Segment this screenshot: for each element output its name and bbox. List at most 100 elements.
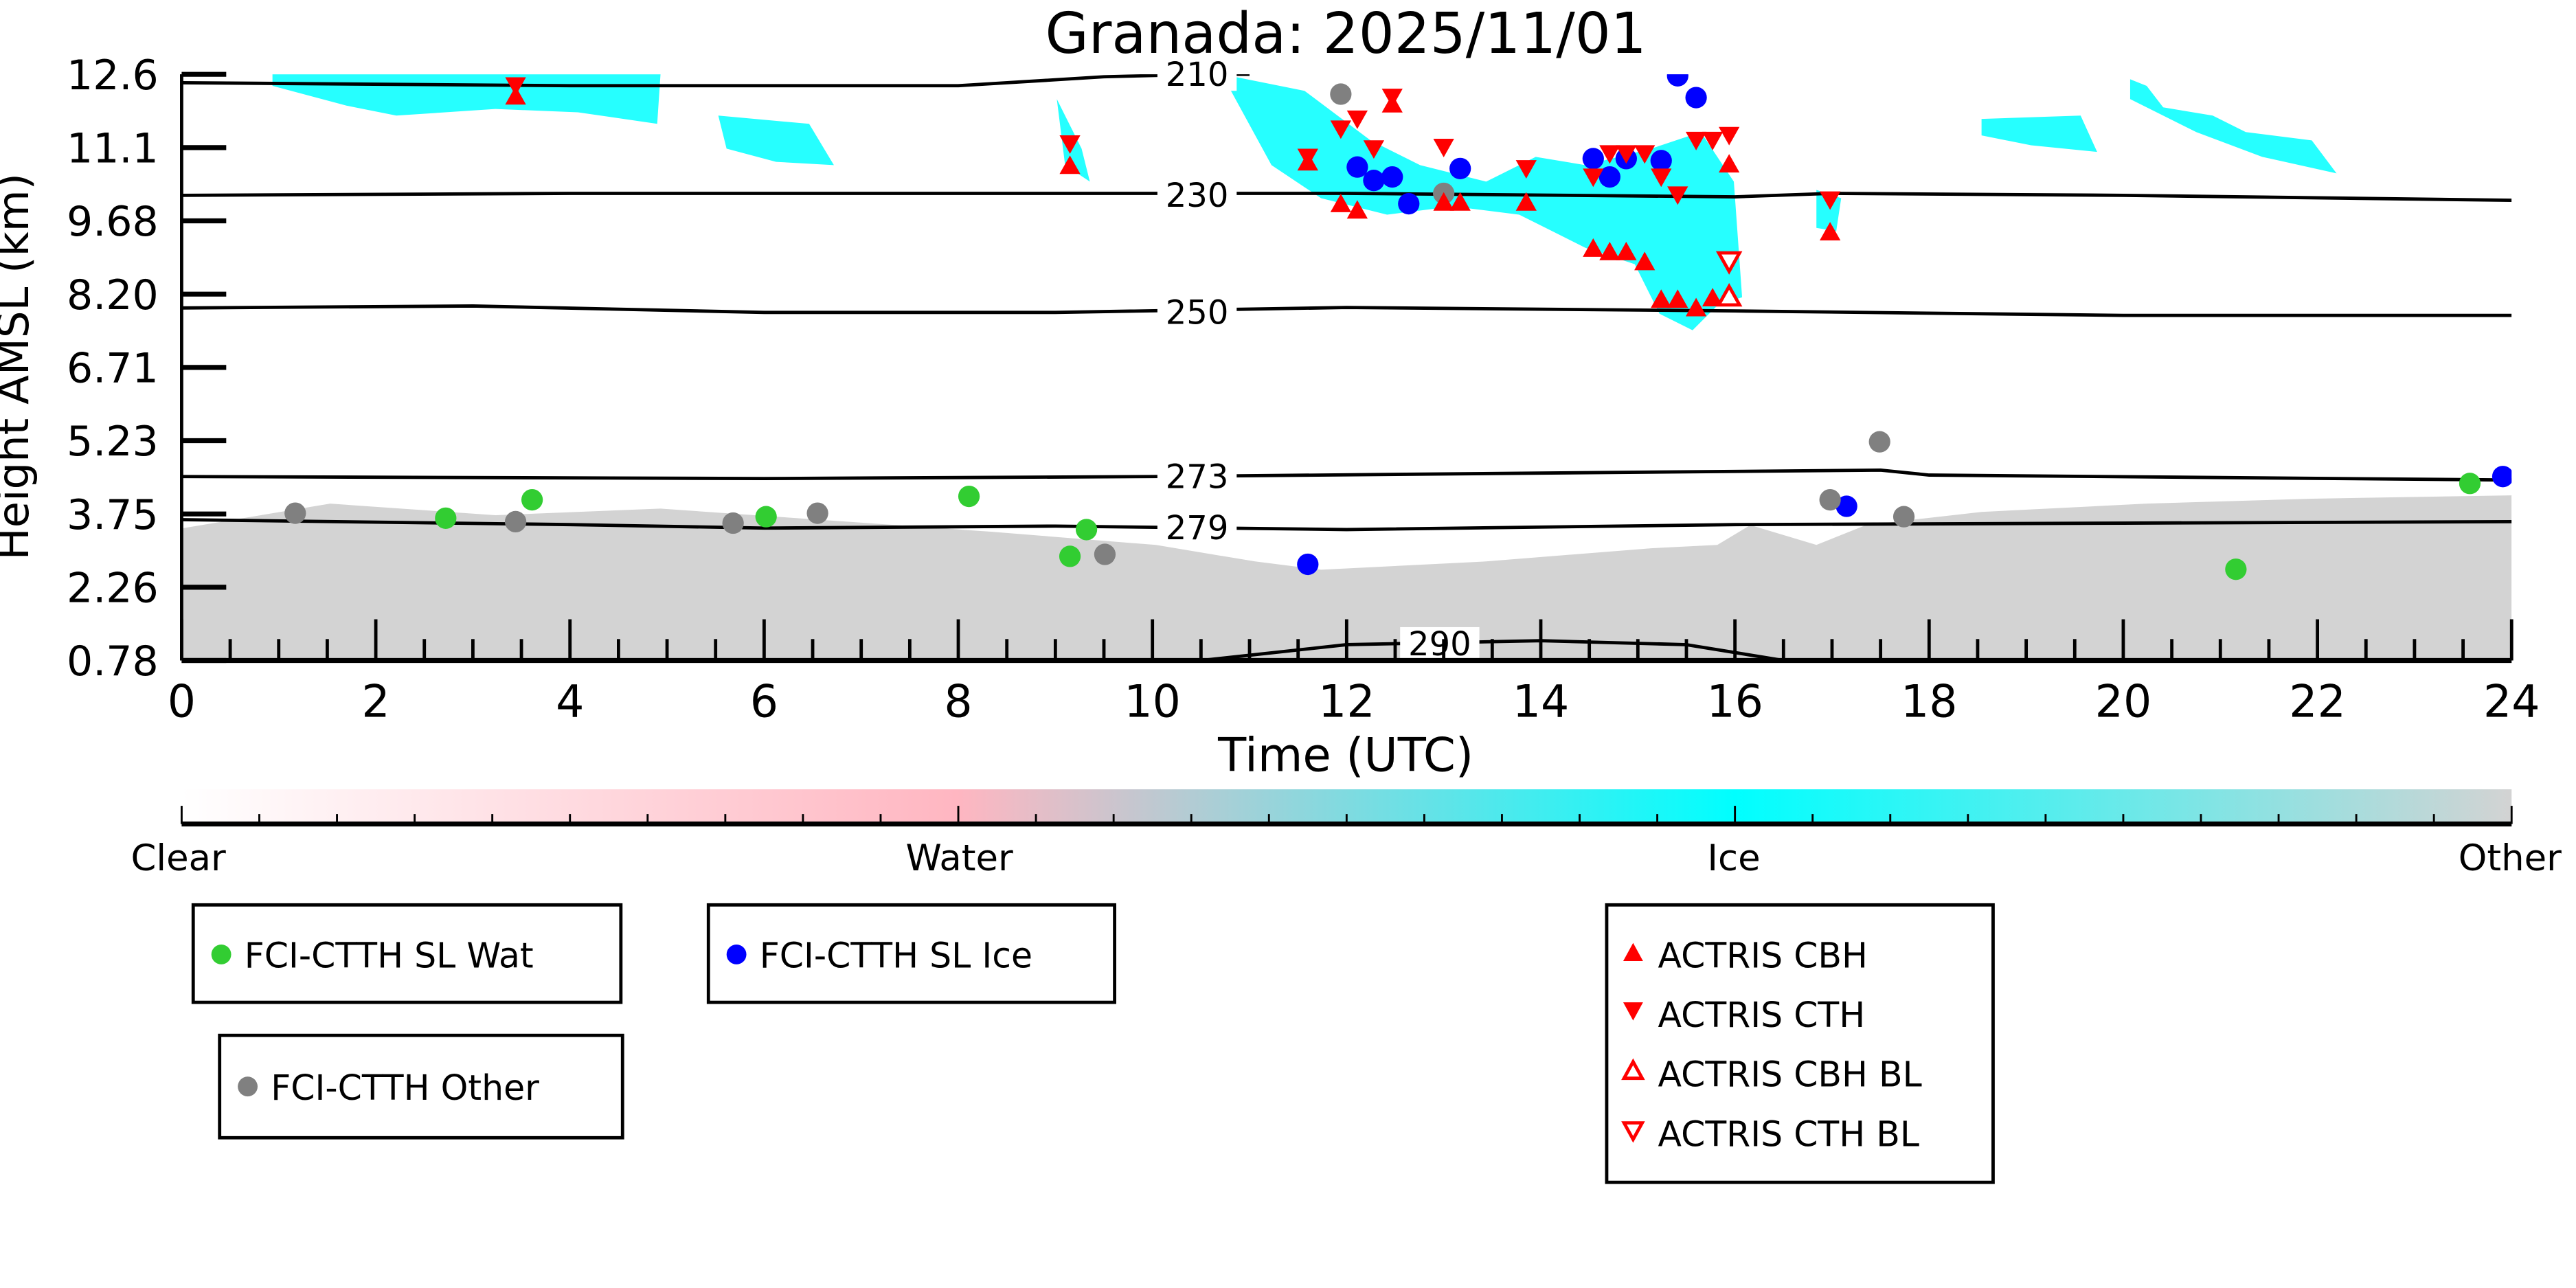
marker-actris-cth	[1583, 168, 1604, 188]
marker-actris-cth	[1634, 145, 1656, 164]
marker-fci-ctth-sl-wat	[755, 506, 777, 528]
marker-fci-ctth-sl-ice	[1650, 150, 1672, 172]
marker-fci-ctth-sl-ice	[1835, 495, 1857, 517]
marker-fci-ctth-sl-ice	[1449, 157, 1471, 179]
marker-fci-ctth-sl-wat	[435, 507, 457, 529]
colorbar-label-clear: Clear	[131, 837, 226, 879]
marker-actris-cth	[1651, 168, 1672, 188]
legend-label: FCI-CTTH SL Wat	[245, 936, 534, 976]
x-tick-label: 12	[1318, 676, 1375, 727]
x-tick-label: 16	[1706, 676, 1763, 727]
legend-marker-triangle-down	[1623, 1002, 1643, 1021]
legend-marker-gray-circle	[238, 1076, 258, 1097]
marker-fci-ctth-other	[284, 502, 306, 524]
markers	[284, 74, 2512, 580]
isotherm-label-273: 273	[1157, 458, 1237, 497]
marker-actris-cbh	[1702, 288, 1724, 307]
x-axis-label: Time (UTC)	[1217, 729, 1473, 782]
legend-marker-triangle-up-open	[1621, 1058, 1645, 1081]
marker-fci-ctth-sl-wat	[1059, 545, 1081, 567]
marker-actris-cth	[1297, 148, 1318, 168]
marker-actris-cbh	[1433, 192, 1454, 211]
y-tick-label: 11.1	[67, 124, 159, 172]
marker-fci-ctth-other	[1868, 431, 1890, 453]
y-tick-label: 3.75	[67, 491, 159, 539]
marker-fci-ctth-other	[1893, 506, 1915, 528]
y-tick-label: 5.23	[67, 418, 159, 466]
y-tick-label: 0.78	[67, 637, 159, 686]
isotherm-label-text: 273	[1166, 458, 1229, 497]
ice-cloud-regions	[272, 74, 2337, 330]
marker-actris-cth	[1719, 126, 1740, 146]
x-tick-label: 24	[2483, 676, 2540, 727]
marker-actris-cth	[1702, 131, 1724, 150]
marker-actris-cbh	[1651, 289, 1672, 308]
legend-marker-triangle-down-open	[1621, 1121, 1645, 1143]
x-tick-label: 0	[168, 676, 196, 727]
legend-label: ACTRIS CTH BL	[1658, 1114, 1919, 1154]
marker-actris-cth	[1330, 120, 1352, 139]
y-tick-label: 6.71	[67, 344, 159, 392]
marker-fci-ctth-sl-ice	[1297, 553, 1319, 576]
marker-fci-ctth-sl-ice	[1667, 74, 1688, 87]
y-axis-label: Height AMSL (km)	[0, 173, 38, 560]
colorbar-label-other: Other	[2459, 837, 2562, 879]
marker-actris-cbh	[1634, 251, 1656, 271]
legend-marker-blue-circle	[726, 945, 747, 964]
marker-actris-cbh	[1667, 289, 1688, 308]
marker-actris-cbh	[1449, 192, 1471, 211]
isotherm-label-text: 290	[1408, 625, 1471, 664]
plot-area	[181, 74, 2512, 661]
isotherm-label-text: 250	[1166, 294, 1229, 332]
marker-actris-cth	[1685, 131, 1707, 150]
marker-actris-cth	[1059, 135, 1081, 154]
marker-fci-ctth-sl-ice	[1346, 156, 1368, 178]
marker-actris-cbh	[1599, 241, 1620, 260]
marker-fci-ctth-sl-ice	[1381, 166, 1403, 188]
marker-fci-ctth-sl-ice	[2492, 466, 2512, 488]
isotherm-label-text: 230	[1166, 177, 1229, 215]
marker-actris-cth-bl	[1715, 251, 1743, 275]
marker-fci-ctth-sl-ice	[1685, 87, 1707, 109]
legend-marker-triangle-up	[1623, 942, 1643, 962]
marker-actris-cbh	[1583, 238, 1604, 257]
isotherm-label-text: 210	[1166, 56, 1229, 94]
marker-actris-cth	[1346, 110, 1368, 129]
marker-fci-ctth-other	[1330, 83, 1352, 105]
legend-label: ACTRIS CTH	[1658, 995, 1865, 1035]
x-tick-label: 22	[2289, 676, 2346, 727]
legend-label: ACTRIS CBH	[1658, 936, 1868, 976]
marker-actris-cth	[1616, 145, 1637, 164]
marker-actris-cth	[1819, 191, 1841, 210]
marker-actris-cth	[1667, 186, 1688, 205]
x-tick-label: 14	[1513, 676, 1570, 727]
colorbar: Clear Water Ice Other	[131, 789, 2562, 879]
marker-actris-cth	[1381, 89, 1403, 108]
legend-label: ACTRIS CBH BL	[1658, 1054, 1921, 1095]
isotherm-250	[181, 304, 2512, 317]
legend-label: FCI-CTTH Other	[271, 1067, 539, 1108]
marker-fci-ctth-other	[1819, 488, 1841, 511]
x-tick-label: 8	[944, 676, 972, 727]
marker-fci-ctth-sl-ice	[1598, 166, 1620, 188]
isotherm-label-210: 210	[1157, 56, 1237, 94]
isotherm-273	[181, 468, 2512, 482]
x-tick-label: 4	[556, 676, 584, 727]
legend-sl-ice: FCI-CTTH SL Ice	[706, 903, 1116, 1004]
legend-marker-green-circle	[211, 945, 231, 964]
marker-fci-ctth-sl-wat	[2459, 473, 2481, 495]
marker-fci-ctth-sl-wat	[521, 488, 543, 511]
isotherm-label-290: 290	[1400, 625, 1480, 664]
isotherm-230	[181, 192, 2512, 202]
y-tick-label: 9.68	[67, 198, 159, 246]
x-tick-label: 10	[1124, 676, 1181, 727]
y-tick-label: 12.6	[67, 52, 159, 100]
marker-fci-ctth-other	[1094, 543, 1116, 565]
marker-actris-cbh	[1330, 193, 1352, 212]
marker-fci-ctth-sl-wat	[1075, 519, 1098, 541]
marker-actris-cth	[1515, 160, 1537, 179]
colorbar-label-water: Water	[905, 837, 1013, 879]
marker-actris-cbh	[1616, 241, 1637, 260]
legend-label: FCI-CTTH SL Ice	[760, 936, 1032, 976]
